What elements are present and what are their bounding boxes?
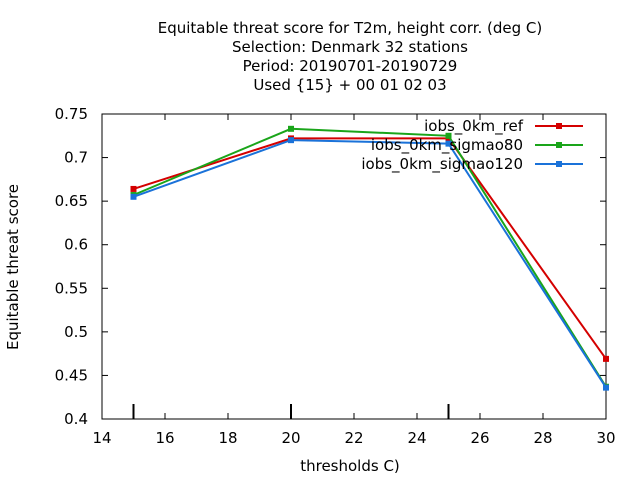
legend-label: iobs_0km_sigmao80	[371, 136, 523, 155]
x-tick-label: 16	[155, 429, 174, 447]
threshold-markers	[132, 404, 450, 419]
x-tick-label: 20	[281, 429, 300, 447]
y-tick-label: 0.7	[64, 149, 88, 167]
data-point-iobs_0km_sigmao80	[288, 125, 294, 132]
chart-title-line: Selection: Denmark 32 stations	[232, 38, 468, 56]
x-tick-label: 14	[92, 429, 111, 447]
data-point-iobs_0km_sigmao120	[288, 137, 294, 144]
data-point-iobs_0km_ref	[130, 185, 137, 192]
y-tick-label: 0.5	[64, 323, 88, 341]
legend: iobs_0km_refiobs_0km_sigmao80iobs_0km_si…	[361, 117, 583, 174]
y-tick-label: 0.45	[55, 366, 88, 384]
data-point-iobs_0km_ref	[603, 355, 609, 362]
y-tick-label: 0.55	[55, 279, 88, 297]
x-axis-label: thresholds C)	[300, 457, 400, 475]
x-tick-label: 24	[407, 429, 426, 447]
y-tick-label: 0.65	[55, 192, 88, 210]
y-tick-label: 0.6	[64, 236, 88, 254]
y-tick-label: 0.4	[64, 410, 88, 428]
x-tick-label: 28	[533, 429, 552, 447]
legend-label: iobs_0km_sigmao120	[361, 155, 523, 174]
data-point-iobs_0km_sigmao80	[445, 132, 452, 139]
series-line-iobs_0km_ref	[133, 137, 607, 360]
x-tick-label: 30	[596, 429, 615, 447]
series-line-iobs_0km_sigmao120	[133, 139, 607, 389]
data-point-iobs_0km_sigmao120	[130, 193, 137, 200]
x-tick-label: 22	[344, 429, 363, 447]
series-line-iobs_0km_sigmao80	[133, 127, 607, 388]
chart-title: Equitable threat score for T2m, height c…	[158, 19, 543, 94]
x-tick-label: 18	[218, 429, 237, 447]
legend-marker	[556, 142, 562, 148]
legend-label: iobs_0km_ref	[424, 117, 524, 136]
chart-title-line: Equitable threat score for T2m, height c…	[158, 19, 543, 37]
chart-title-line: Used {15} + 00 01 02 03	[253, 76, 446, 94]
y-tick-label: 0.75	[55, 105, 88, 123]
y-axis-label: Equitable threat score	[4, 184, 22, 350]
data-point-iobs_0km_sigmao120	[603, 384, 609, 391]
legend-marker	[556, 161, 562, 167]
data-point-iobs_0km_sigmao120	[445, 140, 452, 147]
series-lines	[130, 125, 609, 391]
x-tick-label: 26	[470, 429, 489, 447]
y-axis-ticks: 0.4 0.45 0.5 0.55 0.6 0.65 0.7 0.75	[55, 105, 606, 428]
chart-title-line: Period: 20190701-20190729	[243, 57, 458, 75]
legend-marker	[556, 123, 562, 129]
